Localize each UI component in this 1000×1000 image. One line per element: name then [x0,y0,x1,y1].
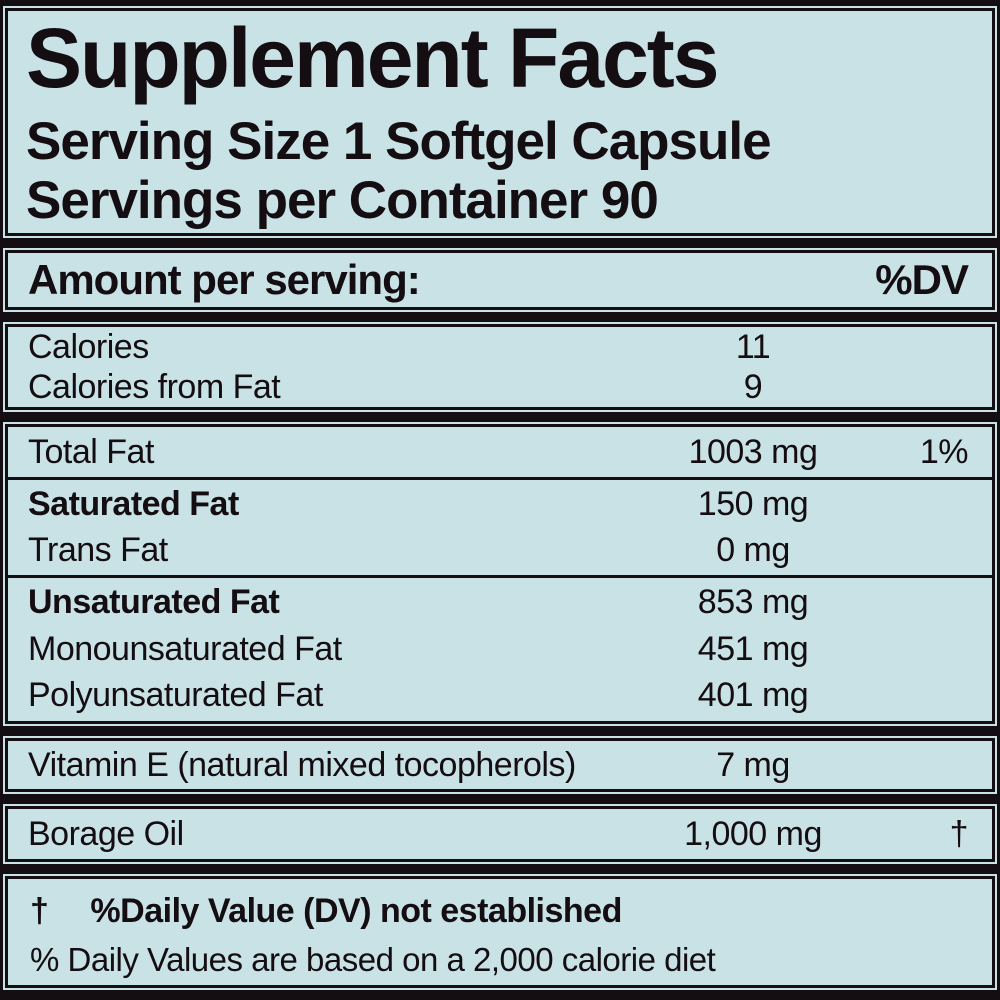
nutrient-name: Vitamin E (natural mixed tocopherols) [28,745,576,784]
nutrient-name: Saturated Fat [28,484,239,523]
dv-not-established-footnote: † %Daily Value (DV) not established [30,889,972,933]
fat-section: Total Fat 1003 mg 1% Saturated Fat 150 m… [5,424,995,724]
nutrient-name: Monounsaturated Fat [28,629,342,668]
borage-oil-section: Borage Oil 1,000 mg † [5,806,995,862]
table-row: Saturated Fat 150 mg [8,481,992,527]
nutrient-name: Polyunsaturated Fat [28,676,323,714]
section-divider [3,238,997,248]
nutrient-amount: 1003 mg [688,432,818,471]
nutrient-name: Borage Oil [28,814,184,853]
footnote-section: † %Daily Value (DV) not established % Da… [5,876,995,988]
table-row: Polyunsaturated Fat 401 mg [8,673,992,719]
nutrient-dv: 1% [919,432,969,471]
serving-size-text: Serving Size 1 Softgel Capsule [26,112,772,171]
table-row: Total Fat 1003 mg 1% [8,429,992,475]
section-divider [3,726,997,736]
nutrient-amount: 853 mg [697,583,809,622]
nutrient-amount: 11 [735,327,771,366]
calories-section: Calories 11 Calories from Fat 9 [5,324,995,410]
table-row: Monounsaturated Fat 451 mg [8,626,992,672]
daily-value-footnote: % Daily Values are based on a 2,000 calo… [30,941,716,978]
title-section: Supplement Facts Serving Size 1 Softgel … [5,8,995,236]
nutrient-name: Total Fat [28,432,154,471]
thin-divider [8,575,992,579]
nutrient-amount: 451 mg [697,629,809,668]
table-row: Trans Fat 0 mg [8,528,992,574]
nutrient-amount: 1,000 mg [684,814,822,853]
table-row: Calories 11 [8,327,992,367]
servings-per-container-text: Servings per Container 90 [26,171,659,230]
percent-dv-header: %DV [875,256,969,303]
table-row: Borage Oil 1,000 mg † [8,815,992,854]
section-divider [3,794,997,804]
table-row: Vitamin E (natural mixed tocopherols) 7 … [8,746,992,785]
section-divider [3,312,997,322]
nutrient-name: Unsaturated Fat [28,583,280,622]
thin-divider [8,476,992,480]
nutrient-name: Trans Fat [28,531,168,570]
nutrient-amount: 150 mg [697,484,809,523]
nutrient-amount: 7 mg [716,745,790,784]
amount-per-serving-header: Amount per serving: [28,256,421,303]
footnote-text: %Daily Value (DV) not established [90,892,622,930]
nutrient-amount: 401 mg [697,676,809,714]
column-header-row: Amount per serving: %DV [5,250,995,310]
section-divider [3,412,997,422]
table-row: Calories from Fat 9 [8,367,992,407]
vitamin-e-section: Vitamin E (natural mixed tocopherols) 7 … [5,738,995,792]
table-row: Unsaturated Fat 853 mg [8,580,992,626]
nutrient-amount: 9 [743,367,763,406]
nutrient-amount: 0 mg [716,531,790,570]
nutrient-name: Calories from Fat [28,367,281,406]
section-divider [3,864,997,874]
page-title: Supplement Facts [26,11,719,105]
dagger-icon: † [30,892,49,930]
nutrient-name: Calories [28,327,149,366]
dagger-icon: † [949,814,969,853]
